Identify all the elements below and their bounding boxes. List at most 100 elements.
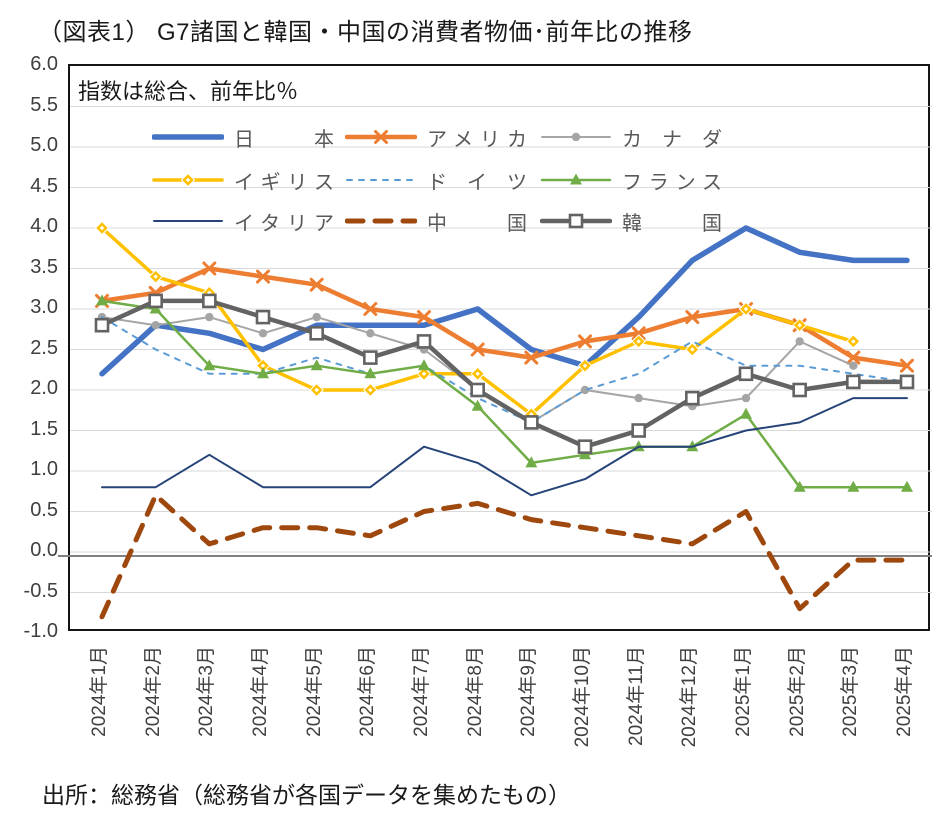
series-marker-korea (738, 366, 754, 382)
series-marker-uk (690, 347, 695, 352)
series-marker-uk (797, 323, 802, 328)
series-marker-korea (899, 374, 915, 390)
series-marker-korea (202, 293, 217, 309)
series-line-germany (101, 316, 908, 424)
legend-swatch-france (540, 173, 612, 185)
legend-item-france: フランス (540, 166, 722, 194)
x-axis-label: 2024年11月 (626, 646, 647, 746)
y-axis-label: -1.0 (23, 620, 58, 642)
series-marker-usa (470, 342, 485, 357)
x-axis-label: 2025年1月 (733, 646, 754, 737)
legend-label-germany: ドイツ (427, 171, 527, 194)
series-marker-uk (475, 371, 480, 376)
legend-label-usa: アメリカ (427, 128, 527, 151)
y-axis-label: 5.0 (30, 134, 58, 156)
series-marker-usa (363, 302, 378, 316)
series-marker-canada (849, 361, 858, 370)
series-marker-uk (636, 339, 641, 344)
x-axis-label: 2025年3月 (840, 646, 861, 737)
x-axis-label: 2024年9月 (518, 646, 539, 737)
series-marker-france (525, 456, 538, 468)
x-axis-label: 2025年2月 (787, 646, 808, 737)
series-marker-uk (153, 274, 158, 279)
series-marker-usa (631, 326, 646, 341)
source-note: 出所：総務省（総務省が各国データを集めたもの） (42, 782, 571, 808)
y-axis-label: 2.0 (30, 377, 58, 399)
series-marker-korea (94, 317, 110, 333)
legend-item-uk: イギリス (152, 166, 334, 194)
series-marker-france (570, 173, 582, 185)
x-axis-label: 2024年12月 (679, 646, 700, 748)
y-axis-label: 0.0 (30, 539, 58, 561)
legend-swatch-korea (540, 213, 612, 229)
x-axis-label: 2024年6月 (357, 646, 378, 737)
series-marker-usa (685, 310, 700, 325)
series-marker-korea (846, 374, 861, 390)
y-axis-label: 2.5 (30, 337, 58, 359)
series-marker-canada (571, 132, 581, 142)
y-axis-label: 4.0 (30, 215, 58, 237)
series-marker-korea (524, 415, 539, 430)
series-marker-france (793, 480, 806, 492)
y-axis-label: 3.5 (30, 256, 58, 278)
series-marker-korea (309, 325, 324, 341)
legend-swatch-italy (153, 220, 223, 222)
series-marker-canada (205, 312, 214, 322)
line-chart (58, 106, 932, 620)
series-marker-france (257, 367, 269, 379)
series-marker-uk (743, 306, 749, 312)
series-marker-uk (368, 387, 373, 393)
chart-subtitle: 指数は総合、前年比％ (78, 79, 299, 104)
series-marker-usa (846, 350, 861, 365)
series-marker-usa (309, 277, 324, 292)
legend-item-china: 中国 (345, 207, 527, 235)
chart-title: （図表1） G7諸国と韓国・中国の消費者物価･前年比の推移 (38, 19, 693, 46)
series-line-china (99, 492, 910, 620)
series-marker-canada (741, 393, 751, 403)
series-marker-france (96, 294, 108, 306)
series-marker-france (418, 359, 430, 371)
x-axis-label: 2024年5月 (304, 646, 325, 737)
series-marker-usa (417, 310, 431, 325)
legend-item-japan: 日本 (152, 123, 334, 151)
x-axis-label: 2024年2月 (143, 646, 164, 737)
legend-swatch-japan (152, 134, 224, 140)
series-marker-korea (577, 439, 593, 455)
series-marker-korea (631, 423, 646, 438)
series-line-japan (99, 225, 910, 377)
legend-label-france: フランス (622, 171, 722, 194)
x-axis-label: 2024年8月 (465, 646, 486, 737)
series-marker-canada (634, 393, 643, 403)
legend-label-korea: 韓国 (622, 212, 722, 235)
series-marker-korea (363, 350, 378, 365)
series-marker-france (203, 359, 216, 371)
legend-swatch-usa (345, 130, 417, 144)
y-axis-label: -0.5 (23, 580, 58, 602)
series-line-france (100, 299, 909, 489)
legend-label-china: 中国 (427, 212, 527, 235)
y-axis-label: 4.5 (30, 175, 58, 197)
series-marker-canada (795, 337, 804, 346)
legend-label-italy: イタリア (234, 212, 334, 235)
series-marker-canada (580, 385, 590, 395)
chart-plot-area: 指数は総合、前年比％ 日本 アメリカ カナダ イギリス ドイツ フランス イタリア 中国 韓国 (58, 64, 932, 631)
series-marker-canada (258, 329, 268, 338)
legend-item-italy: イタリア (152, 207, 334, 235)
y-axis-label: 1.5 (30, 418, 58, 440)
series-marker-usa (202, 261, 217, 276)
y-axis-label: 1.0 (30, 458, 58, 480)
series-marker-usa (900, 358, 914, 373)
series-marker-canada (366, 329, 375, 338)
y-axis-label: 6.0 (30, 53, 58, 75)
legend-item-germany: ドイツ (345, 166, 527, 194)
series-marker-korea (255, 309, 271, 325)
series-marker-korea (792, 382, 807, 398)
legend-swatch-china (345, 218, 417, 224)
series-marker-usa (256, 269, 270, 284)
series-marker-usa (578, 334, 592, 349)
x-axis-label: 2024年1月 (89, 646, 110, 737)
series-line-italy (101, 397, 908, 497)
series-line-korea (99, 298, 910, 449)
x-axis-label: 2024年3月 (196, 646, 217, 737)
series-marker-uk (260, 363, 266, 368)
